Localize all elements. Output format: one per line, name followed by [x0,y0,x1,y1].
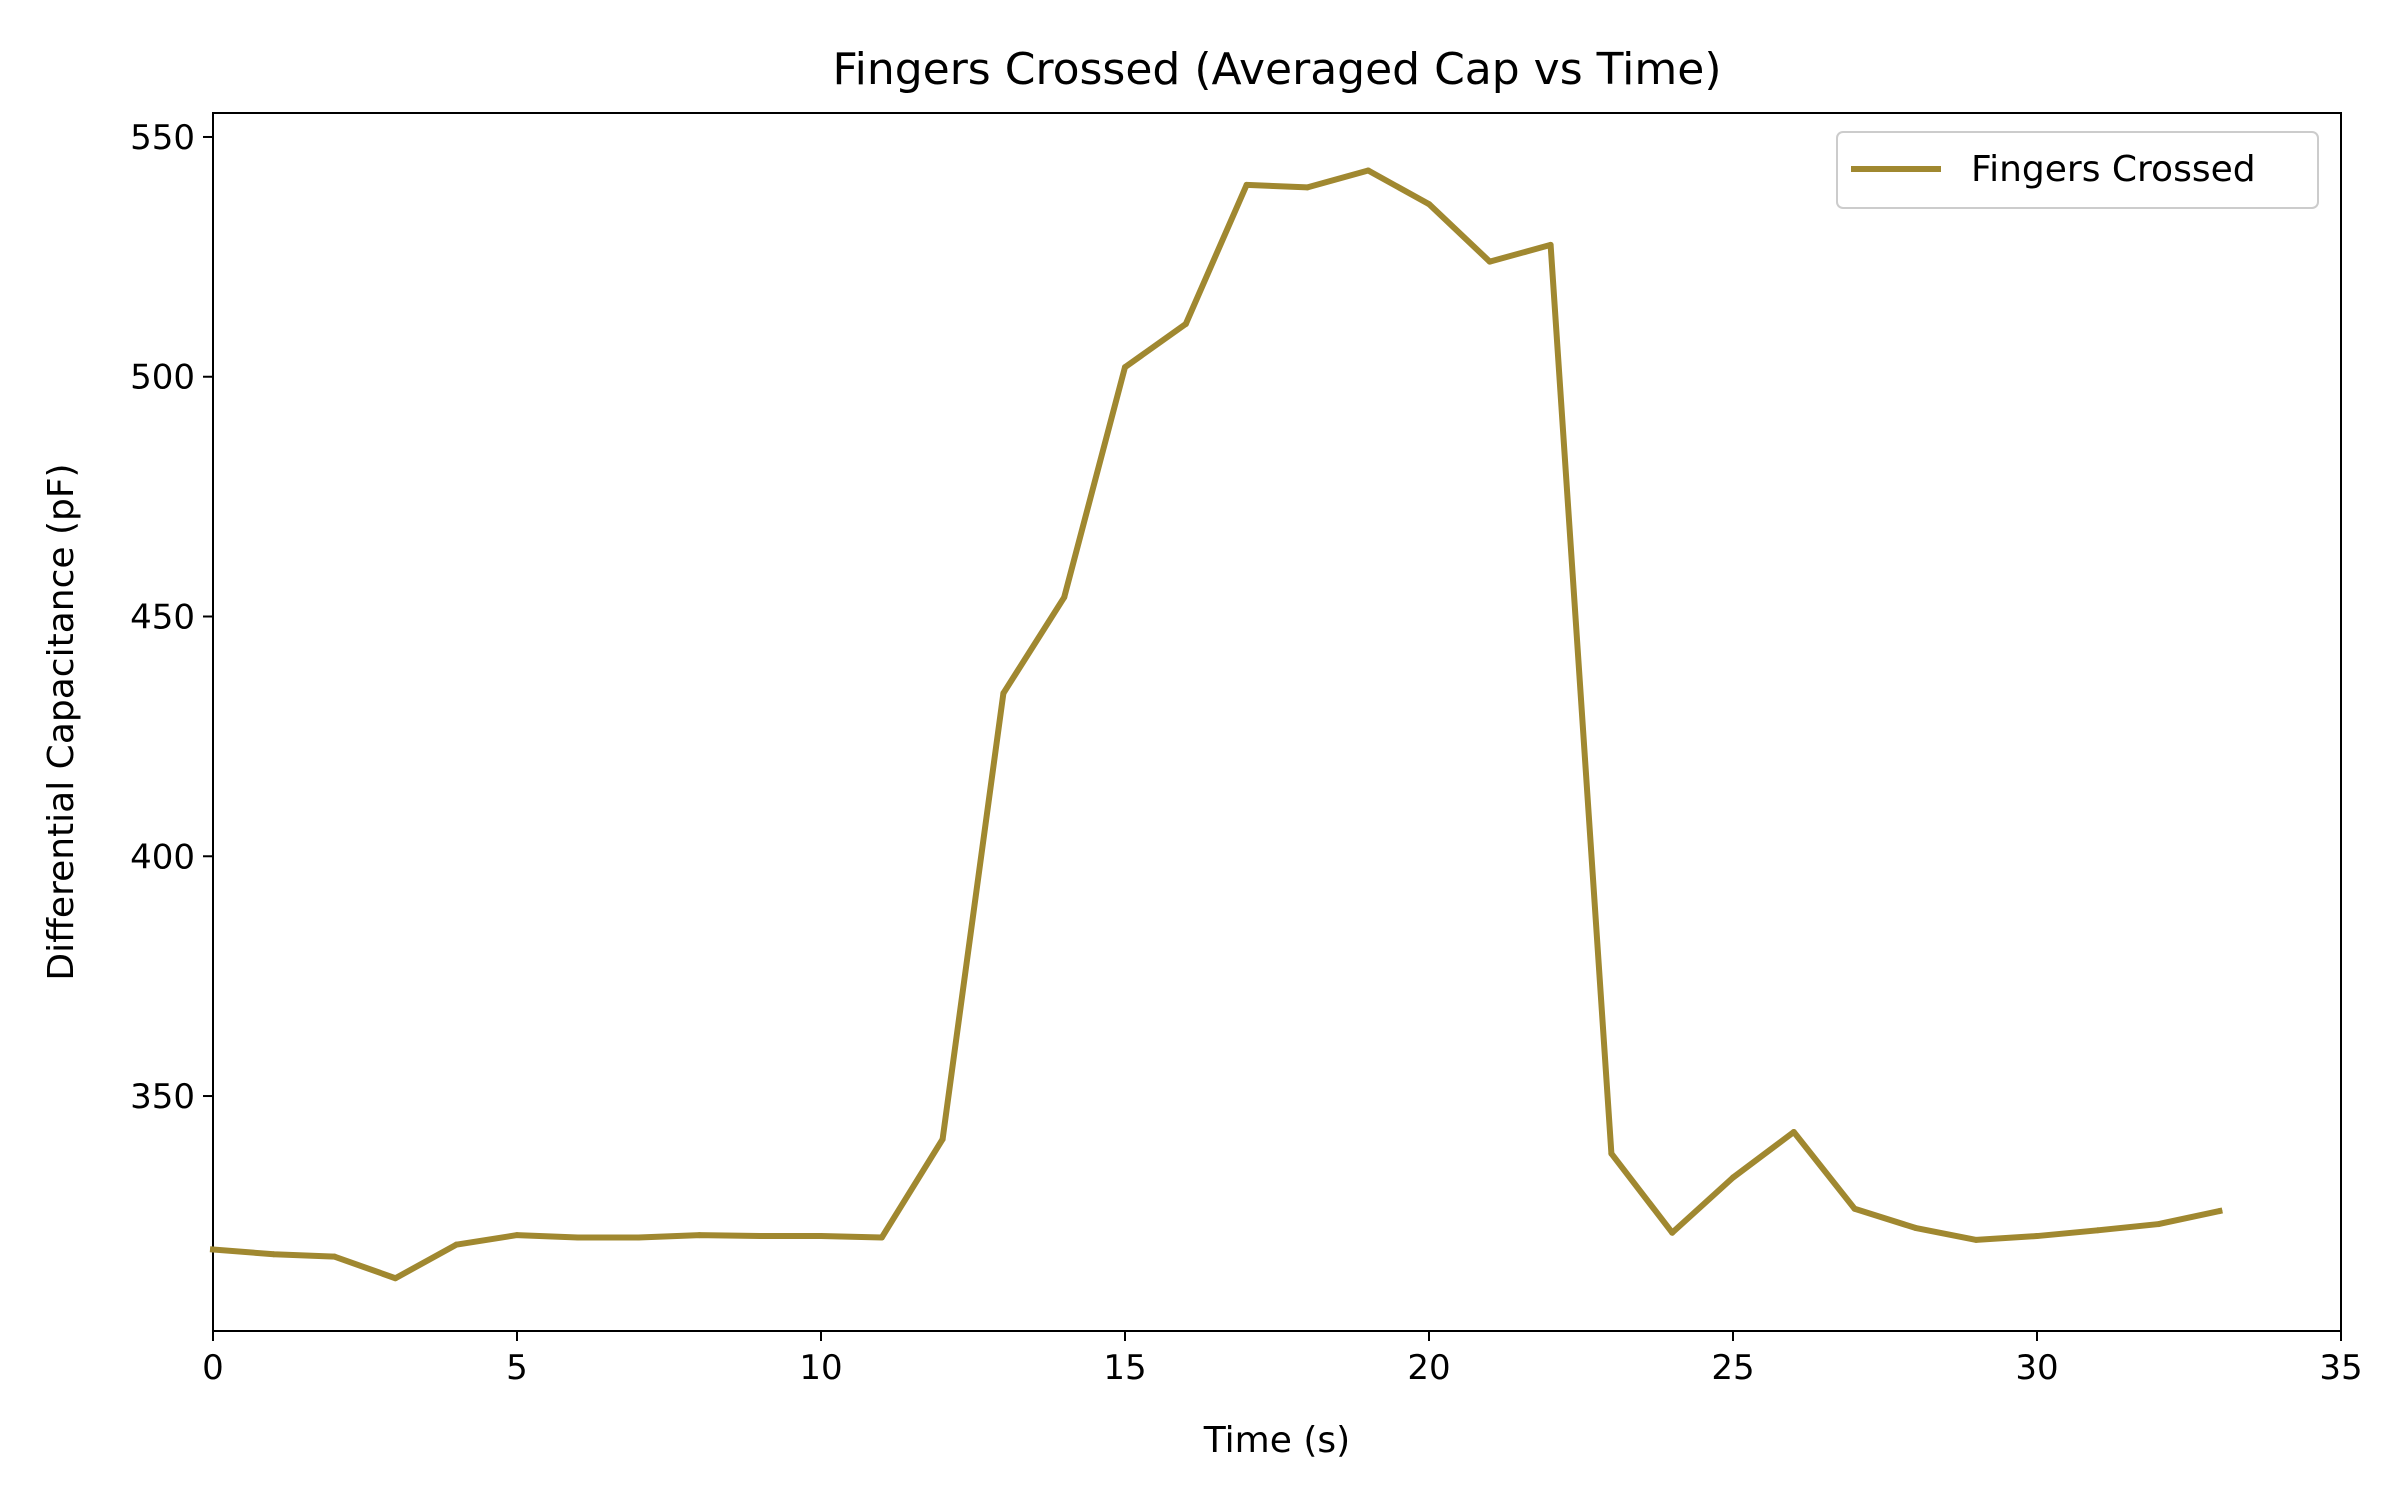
data-point [453,1241,460,1248]
data-point [1790,1128,1797,1135]
data-point [2094,1227,2101,1234]
data-point [1973,1236,1980,1243]
data-point [331,1253,338,1260]
data-point [878,1234,885,1241]
data-point [1669,1229,1676,1236]
x-tick-label: 15 [1103,1348,1146,1388]
data-point [1000,690,1007,697]
data-point [392,1275,399,1282]
legend-label: Fingers Crossed [1971,149,2256,190]
data-point [2034,1233,2040,1240]
data-point [939,1136,946,1143]
data-point [1486,258,1493,265]
data-point [1426,201,1432,208]
data-point [818,1233,824,1240]
data-point [270,1251,277,1258]
data-point [1547,241,1554,248]
y-tick-label: 400 [130,837,195,877]
data-point [1061,594,1068,601]
data-point [635,1234,642,1241]
y-tick-label: 500 [130,358,195,398]
plot-frame [212,112,2342,1332]
data-point [757,1233,764,1240]
x-tick-label: 0 [202,1348,224,1388]
x-tick-label: 35 [2319,1348,2362,1388]
data-point [1304,184,1311,191]
data-point [696,1232,703,1239]
y-axis-ticks: 350 400 450 500 550 [130,118,213,1117]
y-tick-label: 450 [130,598,195,638]
x-axis-label: Time (s) [1203,1420,1350,1461]
legend: Fingers Crossed [1836,131,2319,209]
data-point [1608,1150,1615,1157]
y-axis-label: Differential Capacitance (pF) [41,463,82,980]
data-point [1243,181,1250,188]
data-points [210,167,2223,1282]
data-point [1851,1205,1858,1212]
x-tick-label: 30 [2015,1348,2058,1388]
plot-area [209,112,2342,1332]
x-tick-label: 20 [1407,1348,1450,1388]
y-tick-label: 550 [130,118,195,158]
x-tick-label: 25 [1711,1348,1754,1388]
data-point [1730,1174,1736,1181]
data-point [1365,167,1372,174]
legend-box [1836,131,2319,209]
y-tick-label: 350 [130,1077,195,1117]
x-axis-ticks: 0 5 10 15 20 25 30 35 [202,1331,2363,1388]
data-point [2155,1221,2162,1228]
data-point [2216,1208,2223,1215]
series-line-fingers-crossed [209,167,2223,1282]
x-tick-label: 5 [506,1348,528,1388]
data-point [1182,320,1189,327]
data-point [1122,364,1128,371]
data-point [574,1234,581,1241]
x-tick-label: 10 [799,1348,842,1388]
chart-title: Fingers Crossed (Averaged Cap vs Time) [833,44,1722,95]
data-point [514,1232,520,1239]
data-point [1912,1224,1919,1231]
data-point [210,1246,216,1253]
